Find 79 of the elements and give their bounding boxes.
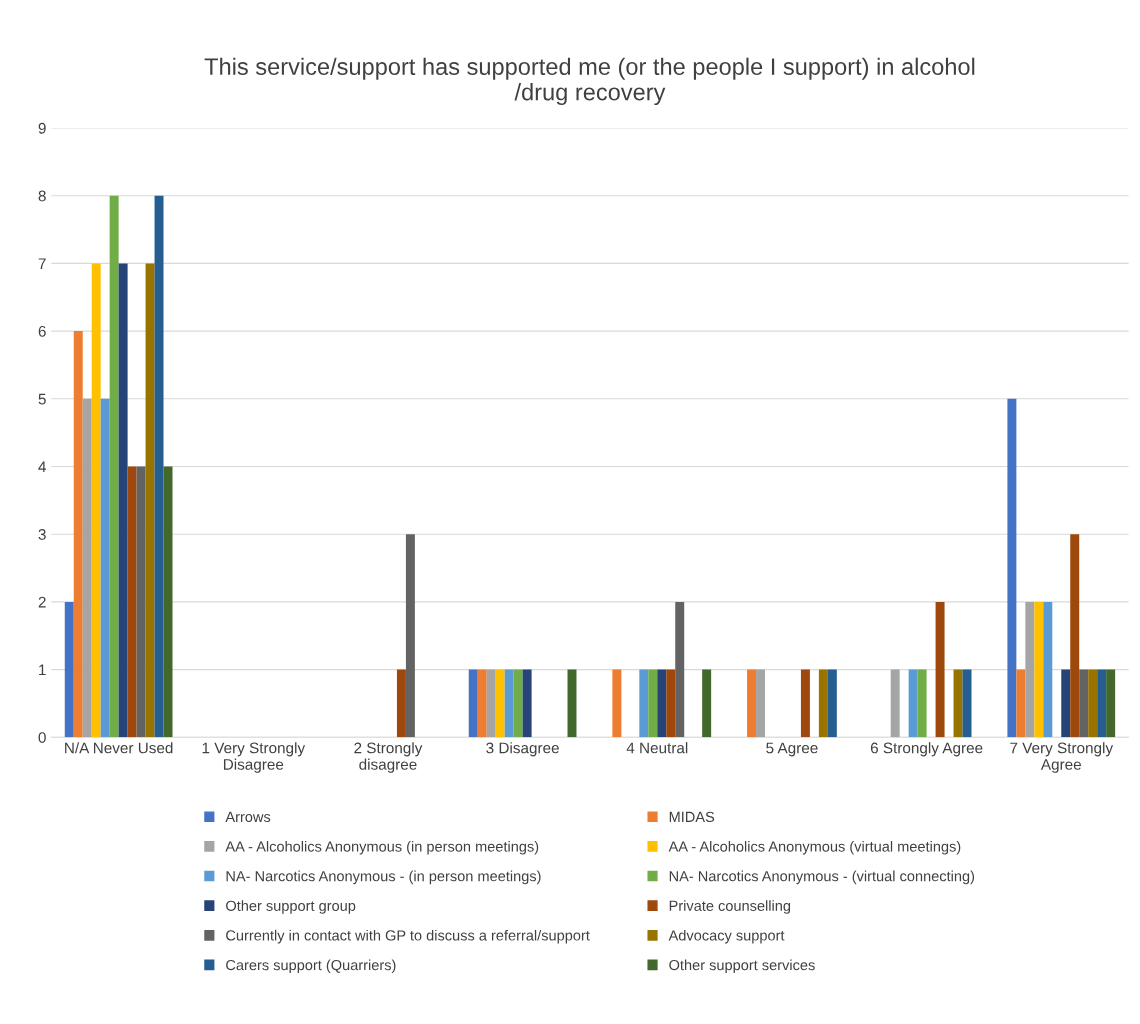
legend-label: NA- Narcotics Anonymous - (virtual connecting) xyxy=(669,870,975,885)
legend-label: AA - Alcoholics Anonymous (virtual meetings) xyxy=(668,840,961,855)
bar xyxy=(109,195,119,738)
bar xyxy=(91,263,101,738)
bar xyxy=(612,669,622,738)
bar xyxy=(100,398,110,738)
y-tick-label: 8 xyxy=(38,190,46,202)
bar xyxy=(504,669,514,738)
x-tick-label: 1 Very Strongly Disagree xyxy=(202,742,306,773)
bar xyxy=(522,669,532,738)
bar xyxy=(73,331,83,738)
bar xyxy=(1043,601,1053,738)
y-tick-label: 6 xyxy=(38,325,46,337)
bar xyxy=(136,466,146,738)
y-tick-label: 2 xyxy=(38,596,46,608)
bar xyxy=(639,669,649,738)
legend-label: AA - Alcoholics Anonymous (in person meetings) xyxy=(225,840,539,855)
bar xyxy=(890,669,900,738)
y-tick-label: 3 xyxy=(38,529,46,540)
bar xyxy=(908,669,918,738)
bar xyxy=(118,263,128,738)
bar xyxy=(82,398,92,738)
bar xyxy=(145,263,155,738)
bar xyxy=(1034,601,1044,738)
legend-label: Advocacy support xyxy=(668,929,785,944)
legend-label: Other support services xyxy=(669,959,815,974)
bar xyxy=(486,669,496,738)
bar xyxy=(495,669,505,738)
x-tick-label: 4 Neutral xyxy=(626,742,688,754)
bar xyxy=(405,534,415,738)
x-tick-label: 7 Very Strongly Agree xyxy=(1010,742,1114,773)
bar xyxy=(468,669,478,738)
bar xyxy=(1025,601,1035,738)
bar xyxy=(64,601,74,738)
bar xyxy=(1070,534,1080,738)
bar xyxy=(756,669,766,738)
bar xyxy=(477,669,487,738)
legend-label: NA- Narcotics Anonymous - (in person meetings) xyxy=(226,870,541,885)
bar xyxy=(127,466,137,738)
bar xyxy=(675,601,685,738)
legend-label: Currently in contact with GP to discuss a referral/support xyxy=(226,929,590,944)
bar xyxy=(800,669,810,738)
y-tick-label: 4 xyxy=(38,461,46,473)
bar xyxy=(935,601,945,738)
y-tick-label: 7 xyxy=(38,258,46,269)
bar xyxy=(1061,669,1071,738)
x-tick-label: 5 Agree xyxy=(766,742,818,757)
chart-title: This service/support has supported me (or the people I support) in alcohol /drug recovery xyxy=(204,57,975,106)
bar xyxy=(702,669,712,738)
bar xyxy=(1007,398,1017,738)
bar xyxy=(666,669,676,738)
bar xyxy=(827,669,837,738)
legend-label: Private counselling xyxy=(669,900,791,914)
bar xyxy=(396,669,406,738)
bar xyxy=(747,669,757,738)
x-tick-label: 6 Strongly Agree xyxy=(870,742,983,757)
y-tick-label: 5 xyxy=(38,393,46,405)
x-tick-label: 3 Disagree xyxy=(486,742,559,757)
bar xyxy=(1106,669,1116,738)
bar xyxy=(513,669,523,738)
bar xyxy=(1088,669,1098,738)
bar xyxy=(1016,669,1026,738)
legend-label: Carers support (Quarriers) xyxy=(226,959,396,974)
legend-label: MIDAS xyxy=(669,811,715,823)
bar xyxy=(1079,669,1089,738)
y-tick-label: 9 xyxy=(38,122,46,134)
y-tick-label: 0 xyxy=(38,732,46,743)
bar xyxy=(818,669,828,738)
y-tick-label: 1 xyxy=(39,664,46,676)
bar xyxy=(657,669,667,738)
bar xyxy=(1097,669,1107,738)
legend-label: Arrows xyxy=(225,811,271,823)
bar xyxy=(917,669,927,738)
bar xyxy=(154,195,164,738)
bar xyxy=(953,669,963,738)
legend-label: Other support group xyxy=(226,900,356,914)
bar xyxy=(648,669,658,738)
x-tick-label: N/A Never Used xyxy=(65,742,173,754)
x-tick-label: 2 Strongly disagree xyxy=(354,742,423,773)
